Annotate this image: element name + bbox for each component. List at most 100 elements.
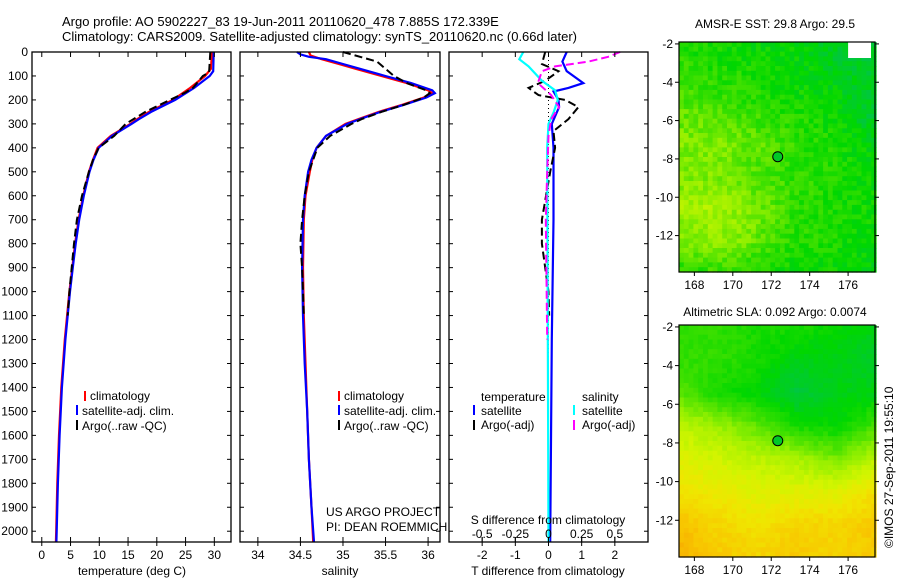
map-cell (837, 61, 843, 67)
map-cell (717, 166, 723, 172)
map-cell (703, 421, 709, 428)
map-cell (755, 228, 762, 235)
map-cell (736, 51, 742, 57)
map-cell (727, 373, 733, 379)
map-cell (808, 542, 815, 548)
map-cell (698, 528, 704, 534)
map-cell (779, 85, 786, 91)
map-cell (736, 190, 742, 196)
map-cell (818, 329, 824, 336)
map-cell (741, 402, 747, 408)
map-cell (794, 204, 800, 211)
map-cell (703, 431, 709, 437)
map-cell (866, 503, 872, 510)
map-cell (808, 528, 815, 534)
map-cell (803, 161, 810, 168)
map-cell (746, 358, 752, 365)
map-cell (861, 358, 867, 365)
map-cell (751, 200, 757, 206)
map-cell (799, 542, 805, 548)
map-cell (770, 228, 776, 235)
map-cell (842, 354, 848, 360)
map-cell (818, 532, 824, 539)
map-cell (784, 431, 791, 437)
map-cell (779, 42, 786, 48)
map-cell (832, 109, 839, 115)
map-cell (707, 339, 714, 345)
map-cell (736, 243, 742, 249)
map-cell (693, 85, 699, 91)
map-cell (736, 56, 742, 62)
map-cell (751, 224, 757, 230)
map-cell (707, 402, 714, 408)
map-cell (727, 42, 733, 48)
map-cell (799, 214, 805, 220)
map-cell (823, 460, 829, 466)
map-cell (775, 547, 781, 553)
map-cell (837, 200, 843, 206)
map-cell (731, 445, 738, 452)
map-cell (808, 104, 815, 110)
map-cell (693, 137, 699, 144)
map-cell (751, 99, 757, 105)
map-cell (799, 243, 805, 249)
map-cell (746, 334, 752, 341)
map-cell (703, 75, 709, 81)
map-cell (813, 508, 819, 515)
argo-float-marker (772, 435, 784, 447)
map-cell (803, 407, 810, 413)
map-cell (760, 474, 767, 481)
map-cell (722, 445, 728, 452)
map-cell (851, 204, 858, 211)
map-cell (851, 257, 858, 263)
map-cell (856, 147, 863, 153)
map-cell (770, 94, 776, 101)
map-cell (688, 262, 694, 268)
map-cell (847, 128, 853, 134)
map-cell (707, 104, 714, 110)
map-cell (717, 416, 723, 423)
map-cell (770, 118, 776, 125)
map-cell (784, 392, 791, 399)
map-cell (746, 147, 752, 153)
map-cell (679, 402, 685, 408)
map-cell (813, 128, 819, 134)
map-cell (803, 89, 810, 96)
map-cell (779, 185, 786, 192)
map-cell (712, 85, 718, 91)
map-cell (679, 552, 685, 558)
map-cell (789, 133, 795, 139)
map-cell (741, 56, 747, 62)
map-cell (760, 166, 767, 172)
map-cell (794, 344, 800, 350)
map-cell (741, 503, 747, 510)
map-cell (818, 489, 824, 495)
map-cell (799, 484, 805, 490)
map-cell (861, 238, 867, 244)
map-cell (851, 118, 858, 125)
legend-swatch-s-satellite (573, 405, 575, 415)
map-cell (741, 489, 747, 495)
map-cell (794, 123, 800, 129)
map-cell (827, 499, 834, 505)
map-cell (736, 387, 742, 394)
map-cell (837, 161, 843, 168)
map-cell (683, 190, 690, 196)
map-cell (727, 233, 733, 240)
map-cell (683, 354, 690, 360)
map-cell (765, 142, 771, 148)
map-cell (775, 66, 781, 72)
map-cell (712, 412, 718, 418)
map-cell (727, 243, 733, 249)
map-cell (722, 228, 728, 235)
map-cell (688, 70, 694, 77)
map-cell (823, 142, 829, 148)
map-cell (760, 407, 767, 413)
map-cell (698, 344, 704, 350)
map-cell (779, 513, 786, 519)
map-cell (760, 171, 767, 177)
map-cell (861, 523, 867, 529)
map-cell (813, 185, 819, 192)
map-cell (746, 474, 752, 481)
map-cell (823, 402, 829, 408)
